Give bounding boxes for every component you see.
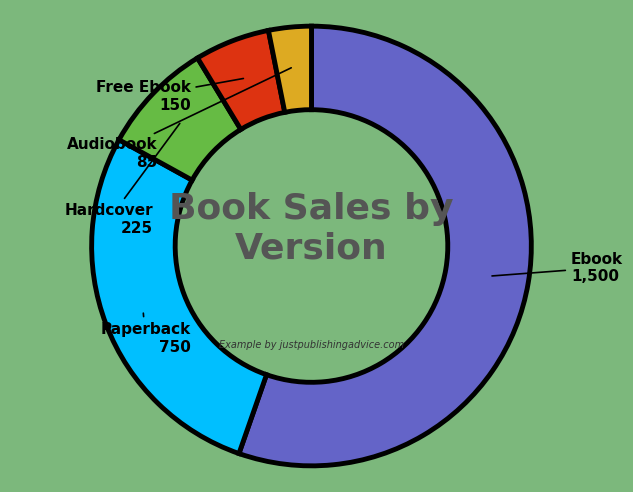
Text: Free Ebook
150: Free Ebook 150 — [96, 79, 244, 113]
Wedge shape — [119, 58, 241, 180]
Text: Hardcover
225: Hardcover 225 — [65, 123, 180, 236]
Wedge shape — [197, 31, 285, 129]
Wedge shape — [239, 26, 531, 466]
Wedge shape — [268, 26, 311, 112]
Text: Book Sales by
Version: Book Sales by Version — [169, 192, 454, 265]
Text: Example by justpublishingadvice.com: Example by justpublishingadvice.com — [219, 340, 404, 350]
Text: Paperback
750: Paperback 750 — [100, 313, 191, 355]
Text: Audiobook
85: Audiobook 85 — [67, 68, 291, 170]
Wedge shape — [92, 140, 266, 454]
Text: Ebook
1,500: Ebook 1,500 — [492, 252, 623, 284]
